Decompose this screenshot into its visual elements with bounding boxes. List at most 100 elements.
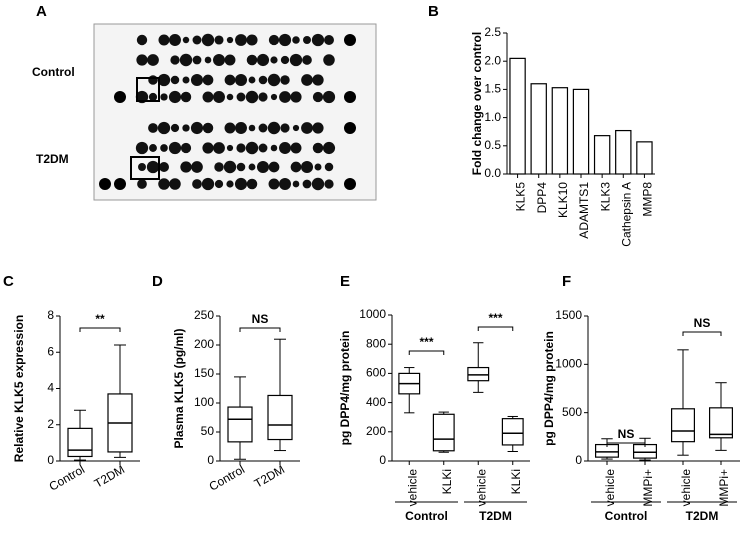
blot-dot [258,143,268,153]
blot-dot [270,144,278,152]
blot-dot [148,92,158,102]
bar [530,83,547,175]
blot-dot [268,161,280,173]
blot-dot [213,54,225,66]
x-tick-label: T2DM [92,462,127,490]
blot-dot [246,178,258,190]
blot-dot [204,56,212,64]
y-tick-label: 1000 [359,307,386,321]
blot-dot [201,33,215,47]
blot-dot [179,53,193,67]
blot-dot [226,93,234,101]
bar [615,129,632,175]
x-tick-label: vehicle [603,469,617,507]
y-tick-label: 0.5 [484,138,501,152]
blot-dot [302,55,312,65]
bracket [477,326,514,331]
blot-dot [235,34,247,46]
blot-dot [324,35,334,45]
blot-dot [169,34,181,46]
blot-dot [234,177,248,191]
x-tick-label: Cathepsin A [619,182,633,247]
blot-dot [214,35,224,45]
blot-dot [314,163,322,171]
y-tick-label: 6 [47,344,54,358]
significance: NS [252,312,269,326]
blot-dot [256,160,270,174]
blot-dot [279,178,291,190]
y-tick-label: 2.0 [484,53,501,67]
blot-dot [344,122,356,134]
blot-dot [226,180,234,188]
blot-dot [303,36,311,44]
panel-letter: B [428,3,439,20]
blot-dot [322,90,336,104]
box [708,407,733,439]
box [67,427,93,458]
blot-dot [214,179,224,189]
blot-dot [168,90,182,104]
blot-dot [268,34,280,46]
blot-dot [202,74,214,86]
x-tick-label: ADAMTS1 [577,182,591,239]
blot-dot [280,75,290,85]
y-tick-label: 0 [575,453,582,467]
box [670,408,695,443]
y-tick-label: 200 [366,424,386,438]
y-tick-label: 1.0 [484,110,501,124]
blot-dot [245,90,259,104]
y-axis-label: Plasma KLK5 (pg/ml) [172,328,186,448]
box [501,418,524,446]
y-tick-label: 0 [207,453,214,467]
blot-dot [311,177,325,191]
blot-dot [201,177,215,191]
panel-letter: F [562,273,571,290]
y-tick-label: 0 [47,453,54,467]
blot-dot [290,91,302,103]
y-axis-label: Fold change over control [470,32,484,175]
blot-dot [323,54,335,66]
x-tick-label: KLK5 [514,182,528,212]
blot-dot [160,144,168,152]
blot-dot [191,161,203,173]
y-tick-label: 1500 [555,308,582,322]
bracket [682,331,722,336]
panel-letter: D [152,273,163,290]
blot-dot [170,75,180,85]
blot-dot [158,178,170,190]
x-tick-label: MMPi+ [717,469,731,507]
blot-dot [224,74,236,86]
y-tick-label: 4 [47,381,54,395]
blot-dot [300,160,314,174]
blot-dot [279,91,291,103]
y-tick-label: 800 [366,336,386,350]
blot-dot [137,179,147,189]
row-label: T2DM [36,152,69,166]
blot-dot [290,161,302,173]
x-tick-label: KLK10 [556,182,570,218]
x-tick-label: vehicle [474,469,488,507]
blot-dot [192,35,202,45]
x-tick-label: vehicle [405,469,419,507]
blot-dot [236,162,246,172]
significance: NS [694,316,711,330]
blot-dot [213,142,225,154]
blot-dot [149,144,157,152]
blot-dot [234,73,248,87]
blot-dot [236,92,246,102]
blot-dot [278,33,292,47]
blot-dot [224,122,236,134]
blot-dot [248,76,256,84]
blot-dot [324,179,334,189]
blot-dot [214,162,224,172]
y-tick-label: 150 [194,366,214,380]
blot-dot [180,161,192,173]
blot-dot [192,55,202,65]
blot-dot [190,73,204,87]
blot-dot [158,34,170,46]
blot-dot [114,178,126,190]
blot-membrane [93,23,377,201]
blot-dot [292,124,300,132]
blot-dot [180,142,192,154]
